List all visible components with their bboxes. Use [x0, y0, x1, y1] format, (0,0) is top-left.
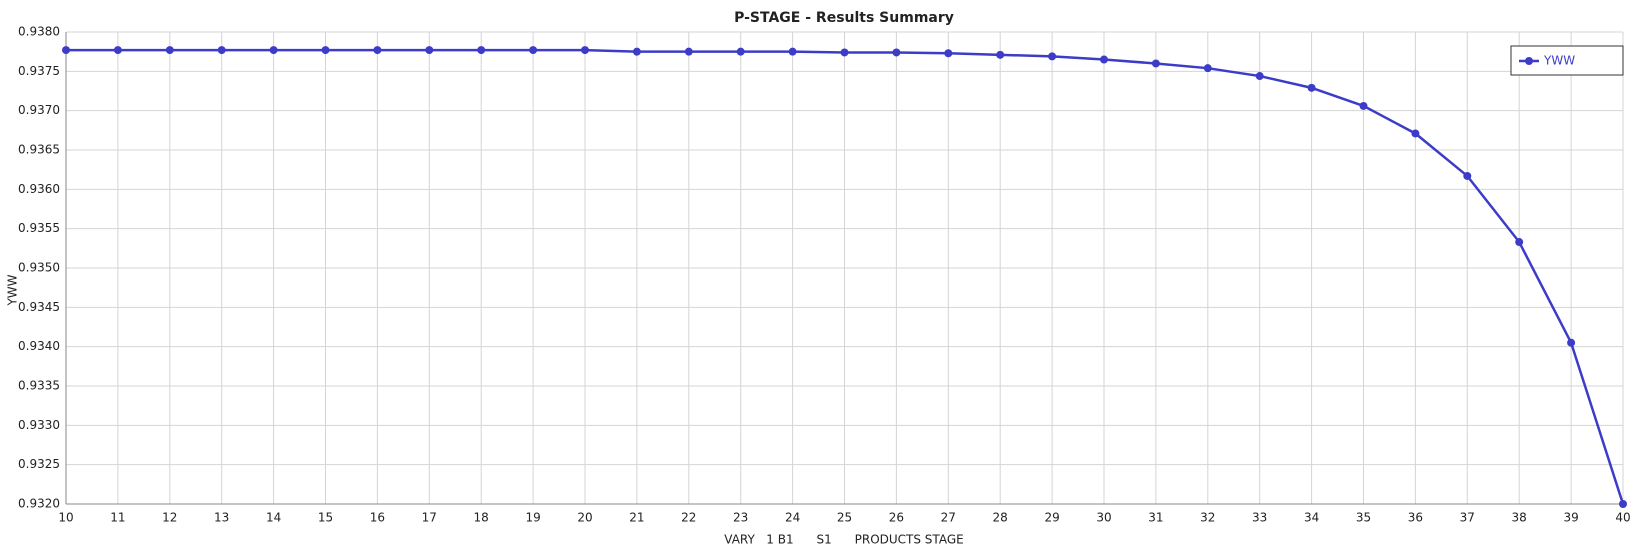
point: [788, 47, 797, 56]
point: [944, 49, 953, 58]
y-tick-label: 0.9380: [18, 25, 60, 39]
x-tick-label: 17: [422, 511, 437, 525]
x-tick-label: 27: [941, 511, 956, 525]
point: [62, 46, 70, 55]
y-tick-label: 0.9350: [18, 261, 60, 275]
x-tick-label: 34: [1304, 511, 1319, 525]
y-tick-label: 0.9370: [18, 103, 60, 117]
point: [529, 46, 538, 55]
point: [373, 46, 382, 55]
x-tick-label: 37: [1460, 511, 1475, 525]
point: [1411, 129, 1420, 138]
x-tick-label: 32: [1200, 511, 1215, 525]
x-tick-label: 29: [1044, 511, 1059, 525]
y-tick-label: 0.9355: [18, 221, 60, 235]
legend-label: YWW: [1543, 54, 1575, 68]
x-tick-label: 28: [993, 511, 1008, 525]
y-tick-label: 0.9340: [18, 339, 60, 353]
y-tick-label: 0.9325: [18, 457, 60, 471]
point: [1567, 338, 1576, 347]
y-axis-label: YWW: [6, 274, 20, 306]
x-tick-label: 15: [318, 511, 333, 525]
x-tick-label: 18: [474, 511, 489, 525]
point: [217, 46, 226, 55]
y-tick-label: 0.9365: [18, 143, 60, 157]
x-tick-label: 25: [837, 511, 852, 525]
point: [581, 46, 589, 55]
x-tick-label: 30: [1096, 511, 1111, 525]
x-tick-label: 39: [1563, 511, 1578, 525]
point: [1619, 500, 1627, 508]
point: [1359, 101, 1368, 110]
point: [1151, 59, 1160, 68]
point: [165, 46, 174, 55]
y-tick-label: 0.9330: [18, 418, 60, 432]
x-tick-label: 11: [110, 511, 125, 525]
legend: YWW: [1510, 45, 1624, 76]
x-tick-label: 21: [629, 511, 644, 525]
x-tick-label: 19: [525, 511, 540, 525]
x-tick-label: 26: [889, 511, 904, 525]
point: [736, 47, 745, 56]
point: [1203, 64, 1212, 73]
point: [1255, 72, 1264, 81]
x-tick-label: 40: [1615, 511, 1630, 525]
x-axis-label: VARY 1 B1 S1 PRODUCTS STAGE: [724, 533, 963, 547]
x-tick-label: 20: [577, 511, 592, 525]
y-tick-label: 0.9360: [18, 182, 60, 196]
x-tick-label: 38: [1512, 511, 1527, 525]
x-tick-label: 14: [266, 511, 281, 525]
x-tick-label: 23: [733, 511, 748, 525]
x-tick-label: 16: [370, 511, 385, 525]
point: [1048, 52, 1057, 61]
point: [1307, 83, 1316, 92]
x-tick-label: 36: [1408, 511, 1423, 525]
x-tick-label: 12: [162, 511, 177, 525]
x-tick-label: 31: [1148, 511, 1163, 525]
point: [321, 46, 330, 55]
point: [684, 47, 693, 56]
x-tick-label: 22: [681, 511, 696, 525]
x-tick-label: 33: [1252, 511, 1267, 525]
point: [269, 46, 278, 55]
point: [632, 47, 641, 56]
chart-title: P-STAGE - Results Summary: [734, 10, 954, 26]
point: [1100, 55, 1108, 64]
point: [477, 46, 486, 55]
point: [840, 48, 849, 57]
x-tick-label: 10: [58, 511, 73, 525]
y-tick-label: 0.9320: [18, 497, 60, 511]
point: [425, 46, 434, 55]
y-tick-label: 0.9345: [18, 300, 60, 314]
point: [1515, 238, 1524, 247]
x-tick-label: 13: [214, 511, 229, 525]
point: [892, 48, 901, 57]
y-tick-label: 0.9335: [18, 379, 60, 393]
point: [113, 46, 122, 55]
y-tick-label: 0.9375: [18, 64, 60, 78]
legend-marker: [1525, 57, 1533, 65]
point: [1463, 171, 1472, 180]
x-tick-label: 35: [1356, 511, 1371, 525]
x-tick-label: 24: [785, 511, 800, 525]
point: [996, 50, 1005, 59]
